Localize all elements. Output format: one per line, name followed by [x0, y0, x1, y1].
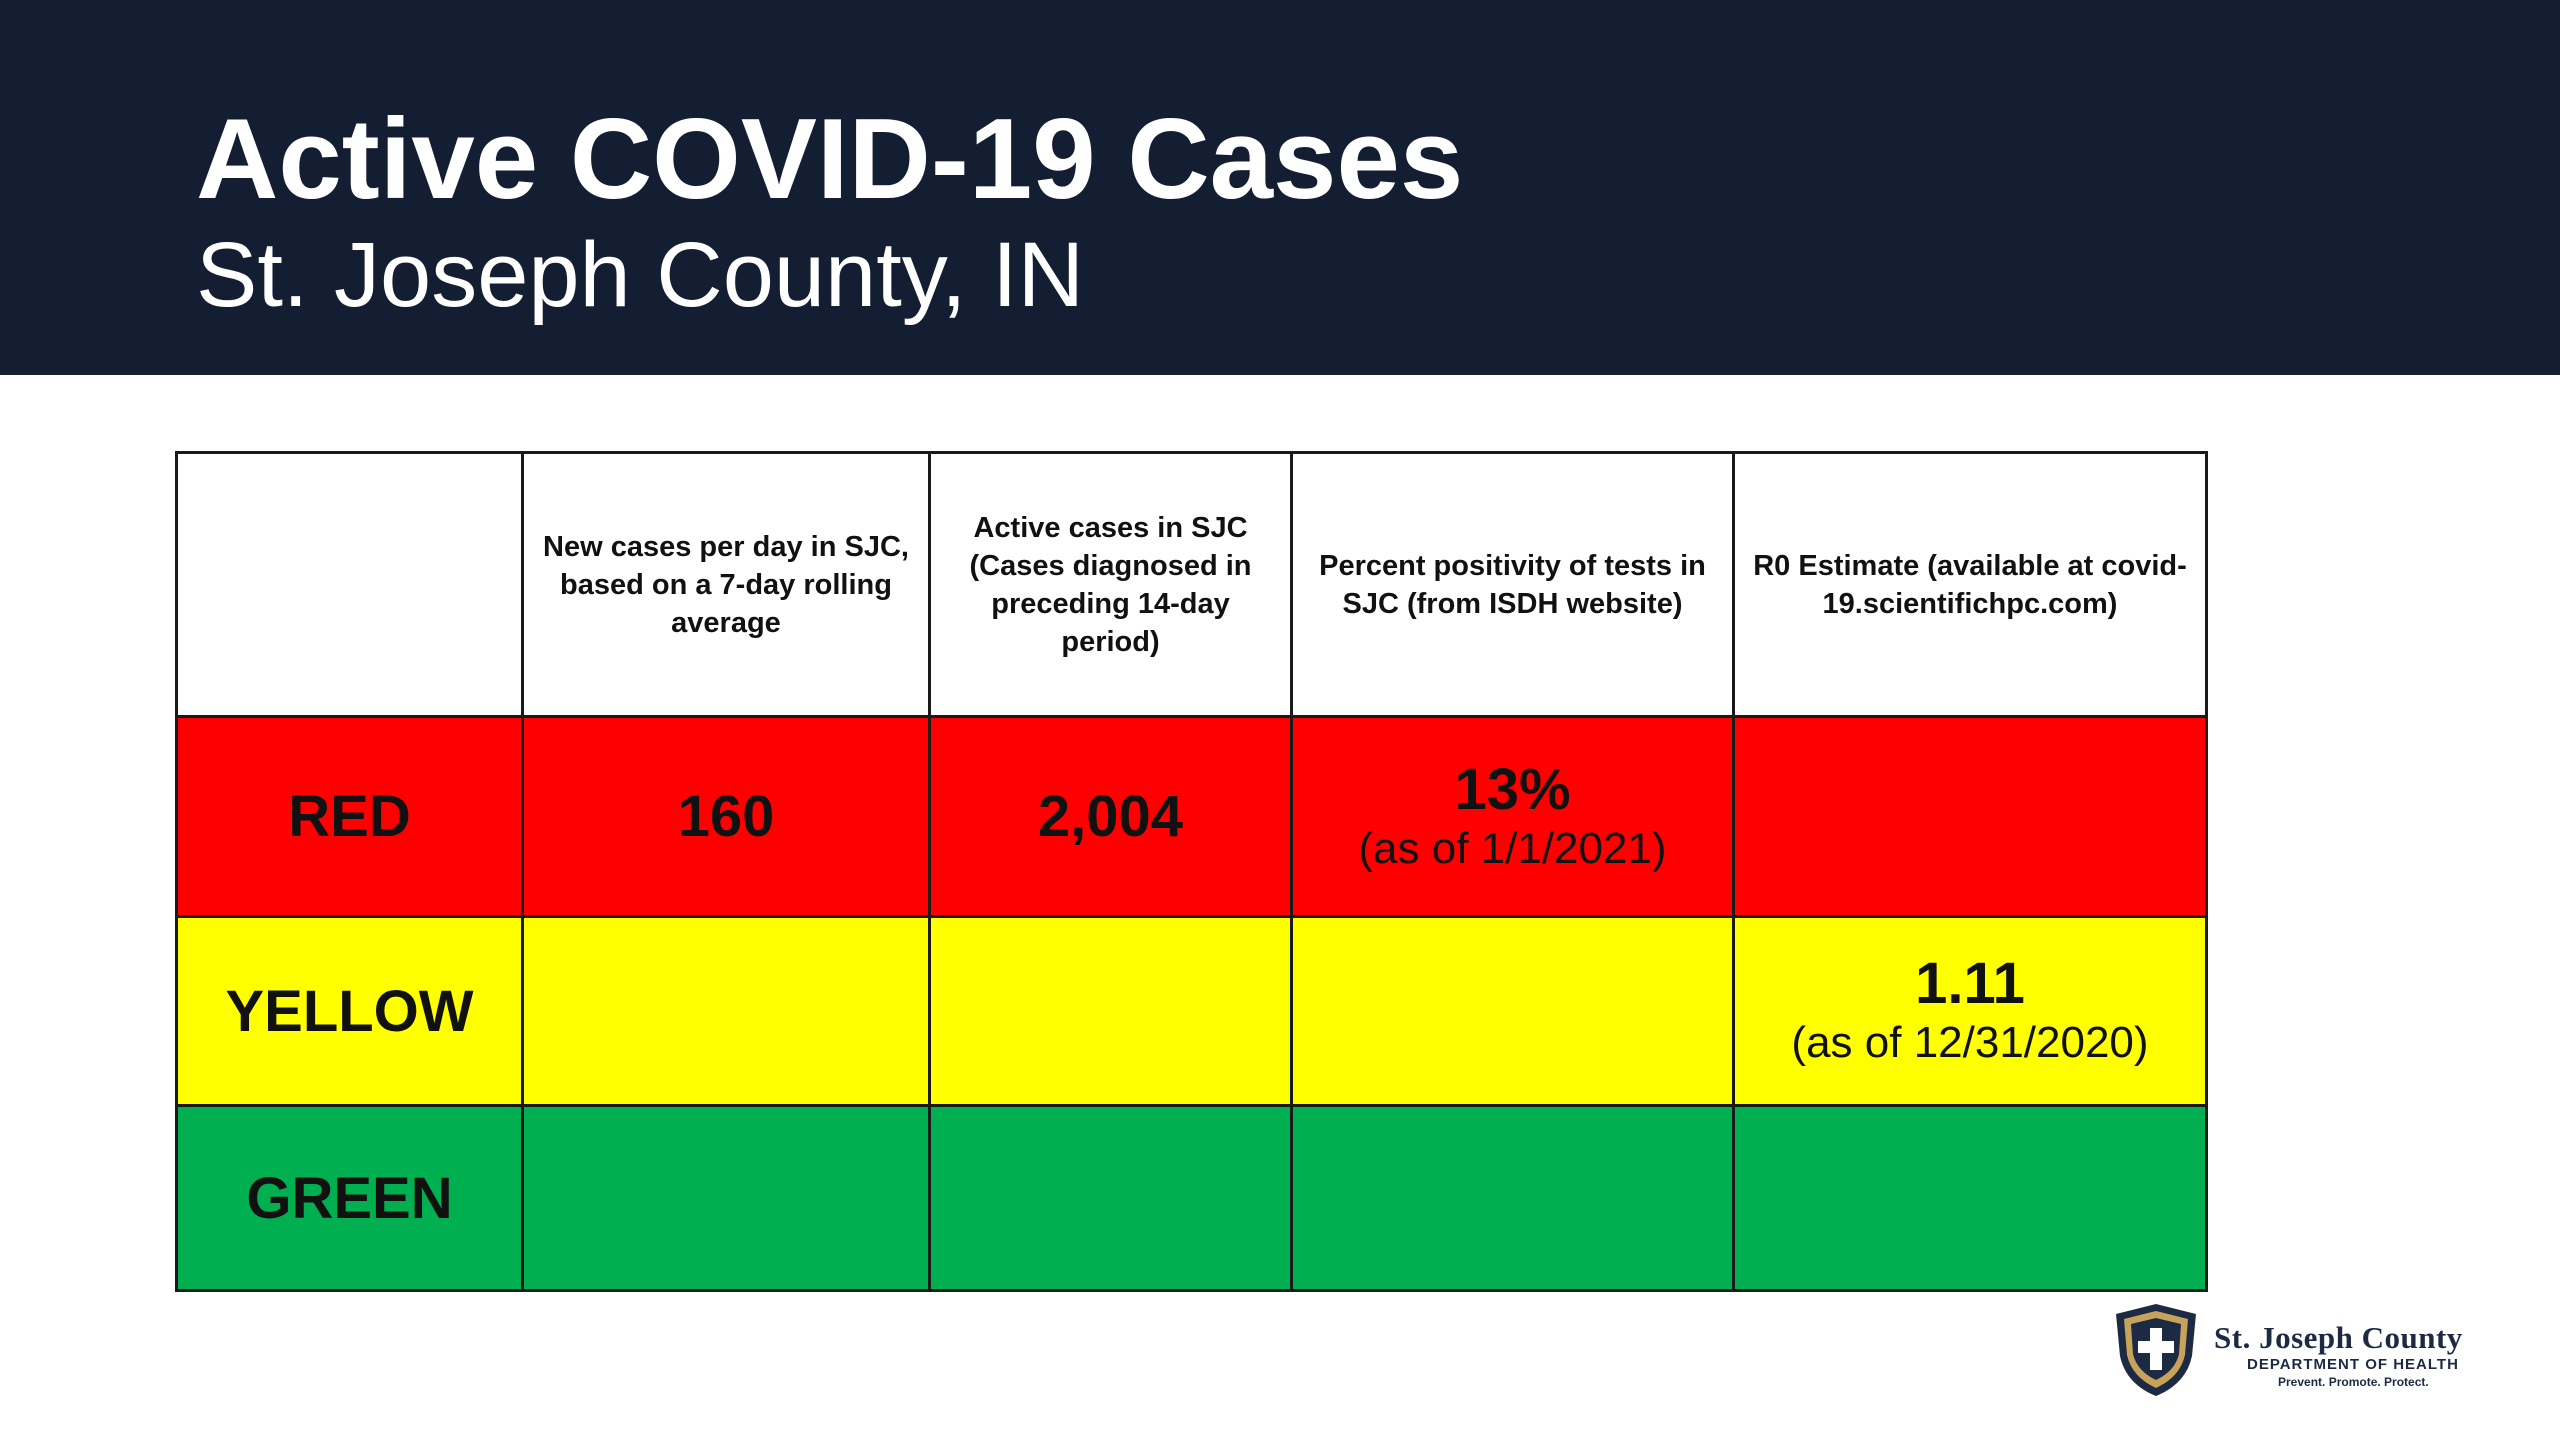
positivity-value: 13% — [1454, 756, 1571, 822]
header-new-cases: New cases per day in SJC, based on a 7-d… — [521, 451, 931, 718]
row-label-red: RED — [175, 715, 524, 918]
r0-date-note: (as of 12/31/2020) — [1791, 1018, 2149, 1067]
table-row-red: RED 160 2,004 13% (as of 1/1/2021) — [175, 715, 2208, 918]
header-cell-empty — [175, 451, 524, 718]
covid-metrics-table: New cases per day in SJC, based on a 7-d… — [175, 451, 2208, 1292]
yellow-active-cases — [928, 915, 1293, 1107]
green-active-cases — [928, 1104, 1293, 1292]
red-positivity: 13% (as of 1/1/2021) — [1290, 715, 1735, 918]
green-positivity — [1290, 1104, 1735, 1292]
yellow-new-cases — [521, 915, 931, 1107]
row-label-green: GREEN — [175, 1104, 524, 1292]
green-r0 — [1732, 1104, 2208, 1292]
red-new-cases: 160 — [521, 715, 931, 918]
header-r0-estimate: R0 Estimate (available at covid-19.scien… — [1732, 451, 2208, 718]
shield-cross-icon — [2116, 1304, 2196, 1396]
r0-value: 1.11 — [1915, 951, 2025, 1016]
header-active-cases: Active cases in SJC (Cases diagnosed in … — [928, 451, 1293, 718]
yellow-positivity — [1290, 915, 1735, 1107]
table-header-row: New cases per day in SJC, based on a 7-d… — [175, 451, 2208, 718]
logo-tagline: Prevent. Promote. Protect. — [2278, 1375, 2429, 1389]
logo-department: DEPARTMENT OF HEALTH — [2247, 1356, 2459, 1373]
table-row-green: GREEN — [175, 1104, 2208, 1292]
row-label-yellow: YELLOW — [175, 915, 524, 1107]
page-subtitle: St. Joseph County, IN — [196, 224, 1085, 326]
red-r0 — [1732, 715, 2208, 918]
page-title: Active COVID-19 Cases — [196, 96, 1464, 223]
red-active-cases: 2,004 — [928, 715, 1293, 918]
yellow-r0: 1.11 (as of 12/31/2020) — [1732, 915, 2208, 1107]
health-department-logo: St. Joseph County DEPARTMENT OF HEALTH P… — [2110, 1300, 2530, 1400]
positivity-date-note: (as of 1/1/2021) — [1358, 823, 1667, 873]
header-percent-positivity: Percent positivity of tests in SJC (from… — [1290, 451, 1735, 718]
green-new-cases — [521, 1104, 931, 1292]
title-banner: Active COVID-19 Cases St. Joseph County,… — [0, 0, 2560, 375]
table-row-yellow: YELLOW 1.11 (as of 12/31/2020) — [175, 915, 2208, 1107]
logo-county-name: St. Joseph County — [2214, 1320, 2463, 1355]
